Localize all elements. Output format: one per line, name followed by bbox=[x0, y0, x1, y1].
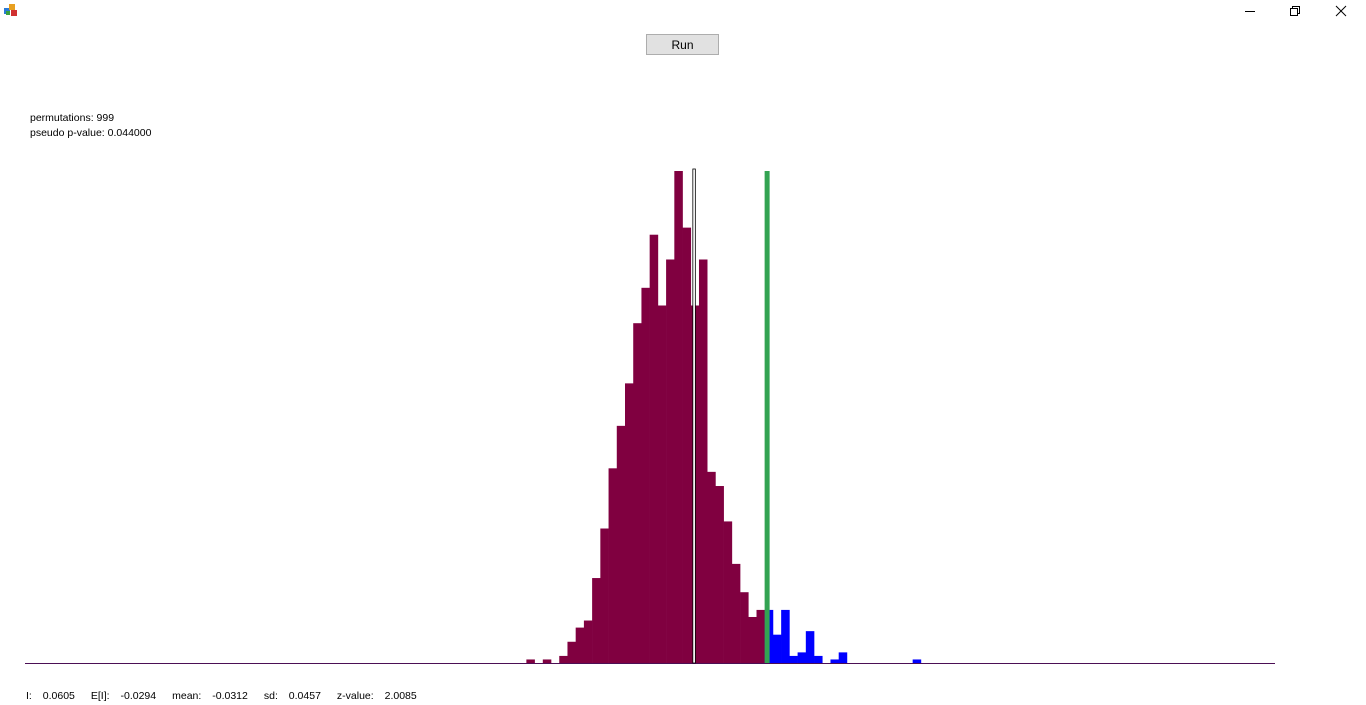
run-button[interactable]: Run bbox=[646, 34, 719, 55]
histogram-bar bbox=[797, 652, 807, 663]
z-stat: z-value: 2.0085 bbox=[337, 690, 425, 702]
histogram-bar bbox=[756, 609, 766, 663]
histogram-bar bbox=[526, 659, 535, 663]
ei-stat: E[I]: -0.0294 bbox=[91, 690, 164, 702]
statistics-bar: I: 0.0605 E[I]: -0.0294 mean: -0.0312 sd: 0… bbox=[26, 690, 433, 703]
histogram-bar bbox=[641, 287, 650, 663]
ei-label: E[I]: bbox=[90, 690, 110, 702]
title-bar bbox=[0, 0, 1366, 24]
histogram-bar bbox=[575, 627, 585, 663]
close-button[interactable] bbox=[1318, 0, 1364, 22]
i-value: 0.0605 bbox=[42, 690, 75, 702]
pvalue-value: 0.044000 bbox=[107, 127, 152, 139]
histogram-bar bbox=[616, 425, 626, 663]
restore-icon bbox=[1290, 6, 1300, 16]
close-icon bbox=[1335, 5, 1347, 17]
i-label: I: bbox=[26, 690, 32, 702]
histogram-bar bbox=[805, 631, 815, 663]
histogram-bar bbox=[723, 521, 733, 663]
histogram-bar bbox=[772, 634, 782, 663]
histogram-bar bbox=[781, 609, 790, 663]
app-icon bbox=[4, 4, 17, 16]
histogram-bar bbox=[912, 659, 922, 663]
histogram-bar bbox=[657, 305, 667, 663]
z-label: z-value: bbox=[336, 690, 374, 702]
mean-stat: mean: -0.0312 bbox=[172, 690, 256, 702]
histogram-bar bbox=[583, 620, 593, 663]
histogram-bar bbox=[567, 641, 576, 663]
permutations-readout: permutations: 999 bbox=[30, 112, 114, 125]
histogram-bar bbox=[707, 471, 716, 663]
mean-value: -0.0312 bbox=[212, 690, 248, 702]
sd-label: sd: bbox=[263, 690, 278, 702]
i-stat: I: 0.0605 bbox=[26, 690, 83, 702]
minimize-icon bbox=[1245, 11, 1255, 12]
histogram-bar bbox=[830, 659, 839, 663]
histogram-bar bbox=[740, 592, 749, 663]
ei-value: -0.0294 bbox=[120, 690, 157, 702]
permutations-value: 999 bbox=[96, 112, 115, 124]
mean-label: mean: bbox=[172, 690, 202, 702]
histogram-bar bbox=[715, 486, 724, 663]
observed-statistic-line bbox=[764, 171, 770, 663]
expected-value-line bbox=[692, 168, 696, 664]
histogram-bar bbox=[633, 323, 642, 663]
histogram-bar bbox=[748, 616, 757, 663]
z-value: 2.0085 bbox=[384, 690, 417, 702]
pseudo-pvalue-readout: pseudo p-value: 0.044000 bbox=[30, 127, 151, 140]
histogram-bar bbox=[666, 259, 675, 663]
histogram-bar bbox=[600, 528, 609, 663]
histogram-bar bbox=[682, 227, 692, 663]
histogram-bar bbox=[542, 659, 552, 663]
histogram-bar bbox=[698, 259, 708, 663]
histogram-bar bbox=[649, 234, 659, 663]
histogram-bar bbox=[608, 468, 618, 663]
histogram-bar bbox=[592, 578, 601, 663]
histogram-bar bbox=[789, 655, 798, 663]
sd-stat: sd: 0.0457 bbox=[264, 690, 329, 702]
histogram-bar bbox=[674, 171, 683, 663]
sd-value: 0.0457 bbox=[288, 690, 321, 702]
histogram-bar bbox=[625, 383, 634, 663]
histogram-bar bbox=[731, 563, 741, 663]
permutations-label: permutations: bbox=[30, 112, 94, 124]
histogram-bar bbox=[814, 655, 823, 663]
minimize-button[interactable] bbox=[1227, 0, 1273, 22]
pvalue-label: pseudo p-value: bbox=[30, 127, 105, 139]
histogram-bar bbox=[559, 655, 568, 663]
histogram-bar bbox=[838, 652, 848, 663]
restore-button[interactable] bbox=[1272, 0, 1318, 22]
